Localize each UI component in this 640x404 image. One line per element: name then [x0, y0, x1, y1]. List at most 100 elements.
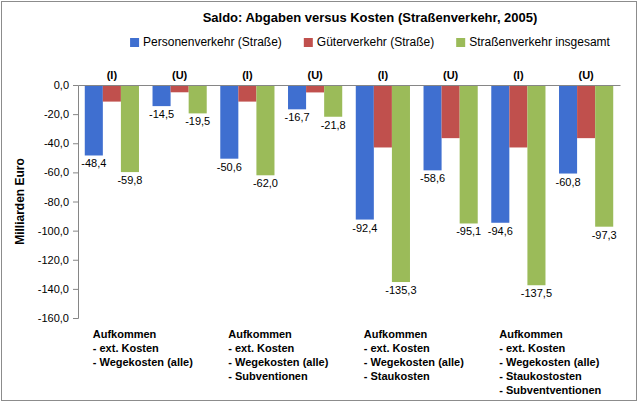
y-tick: -40,0	[44, 137, 78, 149]
data-label: -59,8	[117, 174, 142, 186]
x-axis-line	[79, 85, 621, 86]
annotation-line: - Wegekosten (alle)	[93, 356, 193, 368]
data-label: -19,5	[185, 115, 210, 127]
legend: Personenverkehr (Straße) Güterverkehr (St…	[130, 35, 611, 49]
bar	[577, 85, 595, 138]
x-tick-label: (I)	[378, 69, 389, 81]
legend-label: Personenverkehr (Straße)	[143, 35, 282, 49]
data-label: -21,8	[321, 119, 346, 131]
annotation-line: - Subventionen	[228, 370, 308, 382]
legend-swatch	[130, 38, 139, 47]
bar	[392, 85, 410, 282]
annotation-line: Aufkommen	[364, 328, 428, 340]
annotation-line: - ext. Kosten	[228, 342, 294, 354]
y-tick-mark	[73, 85, 78, 86]
bar	[171, 85, 189, 92]
x-tick: (I)	[513, 69, 524, 81]
bar	[509, 85, 527, 147]
y-tick-mark	[73, 289, 78, 290]
y-tick-label: -120,0	[38, 254, 69, 266]
bar	[256, 85, 274, 175]
annotation-line: Aufkommen	[93, 328, 157, 340]
data-label: -14,5	[149, 108, 174, 120]
annotation-line: - ext. Kosten	[499, 342, 565, 354]
annotation-line: - Staukosten	[364, 370, 430, 382]
bar	[238, 85, 256, 102]
y-tick: -60,0	[44, 166, 78, 178]
bar	[220, 85, 238, 159]
x-tick-label: (U)	[578, 69, 594, 81]
legend-label: Straßenverkehr insgesamt	[469, 35, 610, 49]
y-tick: -120,0	[38, 254, 78, 266]
y-tick-mark	[73, 172, 78, 173]
annotation: Aufkommen - ext. Kosten - Wegekosten (alle…	[364, 328, 464, 382]
bar	[527, 85, 545, 285]
legend-swatch	[456, 38, 465, 47]
y-tick-label: -80,0	[44, 196, 69, 208]
bar	[595, 85, 613, 227]
bar	[324, 85, 342, 117]
bar	[559, 85, 577, 174]
data-label: -60,8	[556, 176, 581, 188]
y-tick-mark	[73, 143, 78, 144]
data-label: -62,0	[253, 177, 278, 189]
y-tick-label: -140,0	[38, 283, 69, 295]
x-tick-label: (U)	[172, 69, 188, 81]
y-tick-mark	[73, 231, 78, 232]
bar	[85, 85, 103, 155]
legend-item: Straßenverkehr insgesamt	[456, 35, 610, 49]
bar	[153, 85, 171, 106]
data-label: -97,3	[592, 229, 617, 241]
x-tick: (U)	[578, 69, 594, 81]
annotation-line: Aufkommen	[499, 328, 563, 340]
data-label: -135,3	[385, 284, 416, 296]
x-tick-label: (U)	[307, 69, 323, 81]
bar	[356, 85, 374, 220]
bar	[374, 85, 392, 147]
x-tick-label: (I)	[513, 69, 524, 81]
data-label: -94,6	[488, 225, 513, 237]
bar	[103, 85, 121, 102]
x-tick: (U)	[172, 69, 188, 81]
bars	[85, 85, 613, 285]
legend-item: Güterverkehr (Straße)	[304, 35, 434, 49]
x-tick: (I)	[378, 69, 389, 81]
y-tick-label: -100,0	[38, 225, 69, 237]
y-tick-mark	[73, 202, 78, 203]
y-axis-title: Milliarden Euro	[13, 158, 27, 245]
annotation-line: - ext. Kosten	[364, 342, 430, 354]
y-tick-label: 0,0	[54, 79, 69, 91]
data-label: -58,6	[420, 172, 445, 184]
x-tick: (I)	[242, 69, 253, 81]
bar	[121, 85, 139, 172]
data-label: -16,7	[285, 111, 310, 123]
chart: Saldo: Abgaben versus Kosten (Straßenver…	[0, 0, 640, 404]
annotation-line: - Wegekosten (alle)	[499, 356, 599, 368]
bar	[491, 85, 509, 223]
annotation-line: - Wegekosten (alle)	[364, 356, 464, 368]
legend-swatch	[304, 38, 313, 47]
data-label: -48,4	[81, 157, 106, 169]
y-tick-mark	[73, 318, 78, 319]
bar	[306, 85, 324, 92]
y-tick-mark	[73, 260, 78, 261]
y-tick-label: -40,0	[44, 137, 69, 149]
x-tick-label: (I)	[242, 69, 253, 81]
bar	[424, 85, 442, 170]
bar	[288, 85, 306, 109]
x-tick: (U)	[443, 69, 459, 81]
y-tick: -160,0	[38, 312, 78, 324]
y-tick-label: -20,0	[44, 108, 69, 120]
y-tick: -140,0	[38, 283, 78, 295]
x-tick-label: (U)	[443, 69, 459, 81]
data-labels: -48,4 -14,5 -50,6 -16,7 -92,4 -58,6 -94,6 -60,8…	[81, 108, 616, 299]
annotation-line: - Subventventionen	[499, 384, 601, 396]
data-label: -50,6	[217, 161, 242, 173]
y-axis: 0,0 -20,0 -40,0 -60,0 -80,0 -100,0 -120,0 -140,…	[38, 79, 79, 324]
bar	[189, 85, 207, 113]
annotation: Aufkommen- ext. Kosten- Wegekosten (alle…	[93, 328, 193, 368]
data-label: -92,4	[352, 222, 377, 234]
y-tick: 0,0	[54, 79, 78, 91]
bar	[460, 85, 478, 223]
legend-item: Personenverkehr (Straße)	[130, 35, 282, 49]
